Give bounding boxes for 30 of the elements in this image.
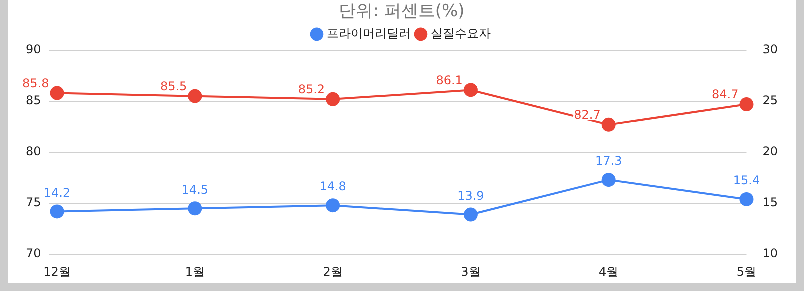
legend-label: 프라이머리딜러 — [327, 26, 411, 41]
y-tick-label: 80 — [26, 144, 42, 159]
x-tick-label: 1월 — [185, 264, 205, 279]
data-label: 14.2 — [44, 186, 71, 200]
data-label: 14.8 — [320, 180, 346, 194]
y2-tick-label: 25 — [762, 94, 778, 108]
x-tick-label: 4월 — [599, 264, 619, 279]
x-tick-label: 12월 — [44, 264, 71, 279]
y-tick-label: 75 — [26, 196, 42, 210]
legend-label: 실질수요자 — [431, 26, 491, 41]
data-label: 15.4 — [733, 174, 760, 188]
y-tick-label: 85 — [26, 94, 42, 108]
y-tick-label: 90 — [26, 42, 42, 57]
y2-tick-label: 30 — [762, 42, 778, 57]
data-label: 85.5 — [160, 79, 188, 94]
data-label: 14.5 — [182, 182, 209, 197]
y2-tick-label: 20 — [762, 144, 778, 159]
chart-title: 단위: 퍼센트(%) — [339, 2, 465, 22]
data-label: 84.7 — [712, 88, 739, 102]
data-label: 85.2 — [298, 82, 326, 97]
data-label: 85.8 — [22, 76, 50, 90]
y2-tick-label: 10 — [762, 246, 778, 261]
data-label: 86.1 — [436, 73, 463, 88]
data-label: 17.3 — [595, 154, 622, 168]
y-tick-label: 70 — [26, 246, 42, 261]
y2-tick-label: 15 — [762, 196, 778, 210]
x-tick-label: 2월 — [323, 264, 343, 279]
x-tick-label: 5월 — [736, 264, 757, 279]
data-label: 13.9 — [458, 188, 484, 203]
x-tick-label: 3월 — [461, 264, 481, 279]
